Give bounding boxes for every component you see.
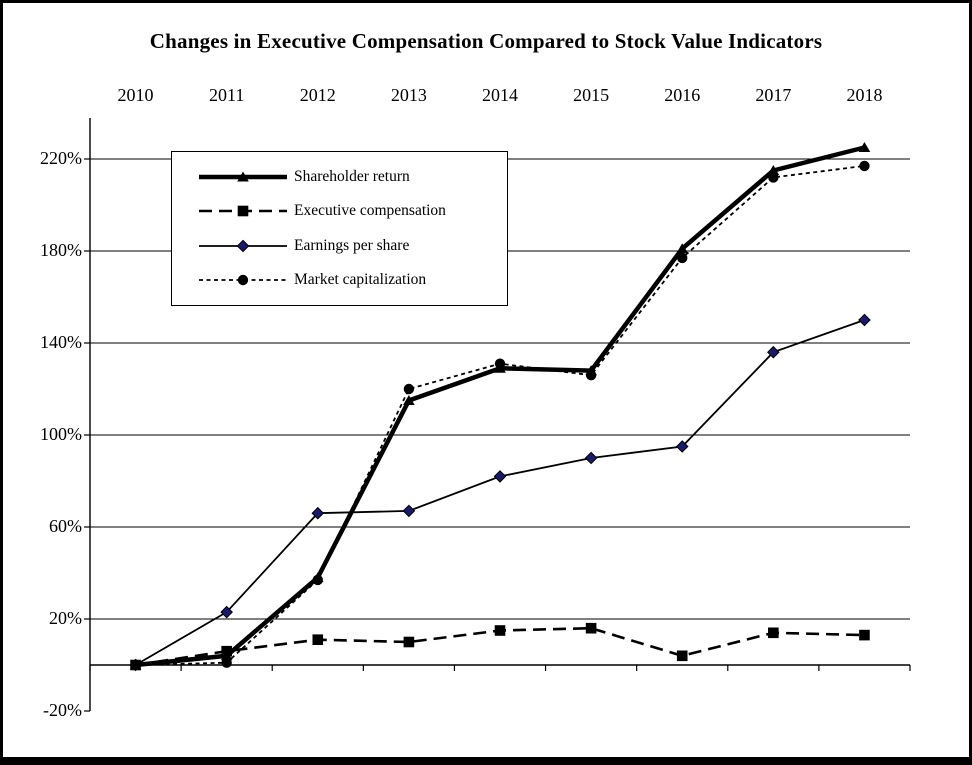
legend-sample-marker-executive-compensation — [237, 206, 249, 217]
marker-market-capitalization-2010 — [130, 659, 141, 671]
x-axis-label-2015: 2015 — [573, 85, 610, 105]
legend-sample-executive-compensation — [199, 206, 287, 217]
legend-label-executive-compensation: Executive compensation — [294, 202, 446, 220]
legend-sample-marker-shareholder-return — [237, 171, 249, 182]
marker-executive-compensation-2018 — [859, 629, 870, 641]
legend-sample-market-capitalization — [199, 274, 287, 285]
x-axis-label-2011: 2011 — [208, 85, 245, 105]
marker-market-capitalization-2011 — [221, 657, 232, 668]
marker-shareholder-return-2018 — [858, 142, 871, 152]
legend-sample-shareholder-return — [199, 171, 287, 182]
marker-earnings-per-share-2017 — [767, 345, 780, 359]
marker-market-capitalization-2012 — [312, 574, 323, 586]
x-axis-label-2014: 2014 — [482, 85, 518, 105]
marker-earnings-per-share-2015 — [584, 451, 598, 465]
y-axis-label--20: -20% — [43, 700, 82, 720]
x-axis-label-2017: 2017 — [755, 85, 792, 105]
marker-market-capitalization-2018 — [859, 160, 870, 172]
marker-executive-compensation-2011 — [221, 645, 232, 657]
legend-sample-marker-earnings-per-share — [236, 239, 250, 252]
marker-market-capitalization-2016 — [677, 252, 688, 264]
x-axis-label-2012: 2012 — [299, 85, 336, 105]
legend-label-shareholder-return: Shareholder return — [294, 168, 410, 186]
marker-earnings-per-share-2014 — [493, 470, 507, 483]
marker-market-capitalization-2013 — [403, 383, 415, 395]
legend-sample-marker-market-capitalization — [237, 274, 249, 285]
plot-area — [84, 118, 911, 712]
legend-item-market-capitalization: Market capitalization — [199, 271, 507, 289]
legend-item-shareholder-return: Shareholder return — [199, 168, 507, 186]
marker-shareholder-return-2017 — [767, 165, 780, 175]
legend-label-earnings-per-share: Earnings per share — [294, 236, 410, 254]
chart-title: Changes in Executive Compensation Compar… — [149, 29, 823, 53]
y-axis-label-220: 220% — [40, 148, 82, 168]
marker-market-capitalization-2017 — [768, 172, 779, 183]
y-axis-label-140: 140% — [40, 332, 82, 352]
legend-item-earnings-per-share: Earnings per share — [199, 237, 507, 255]
marker-shareholder-return-2016 — [676, 243, 689, 254]
marker-shareholder-return-2013 — [403, 395, 415, 405]
marker-market-capitalization-2015 — [585, 370, 597, 381]
marker-executive-compensation-2017 — [768, 627, 779, 639]
y-axis-label-100: 100% — [40, 424, 82, 444]
y-axis-label-60: 60% — [49, 516, 82, 536]
legend-label-market-capitalization: Market capitalization — [294, 270, 427, 288]
marker-earnings-per-share-2018 — [858, 313, 871, 327]
marker-executive-compensation-2014 — [494, 625, 506, 636]
x-axis-label-2016: 2016 — [664, 85, 701, 105]
marker-executive-compensation-2016 — [676, 650, 688, 662]
legend-sample-earnings-per-share — [199, 239, 287, 252]
marker-market-capitalization-2014 — [494, 358, 506, 369]
marker-earnings-per-share-2016 — [675, 440, 689, 453]
legend-item-executive-compensation: Executive compensation — [199, 202, 507, 220]
y-axis-label-180: 180% — [40, 240, 82, 260]
marker-executive-compensation-2012 — [312, 634, 324, 645]
x-axis-label-2013: 2013 — [390, 85, 427, 105]
marker-earnings-per-share-2013 — [402, 504, 416, 518]
y-axis-label-20: 20% — [49, 608, 82, 628]
x-axis-label-2010: 2010 — [117, 85, 154, 105]
marker-executive-compensation-2015 — [585, 622, 597, 634]
x-axis-label-2018: 2018 — [846, 85, 883, 105]
legend: Shareholder return Executive compensation… — [171, 151, 508, 306]
marker-earnings-per-share-2012 — [311, 506, 325, 520]
marker-executive-compensation-2013 — [403, 636, 415, 648]
marker-earnings-per-share-2011 — [220, 605, 233, 619]
